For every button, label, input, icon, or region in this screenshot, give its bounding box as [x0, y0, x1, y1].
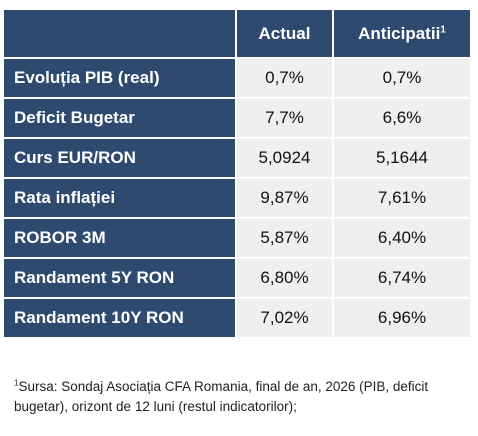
- actual-value: 6,80%: [235, 257, 334, 299]
- indicators-table: Actual Anticipatii1 Evoluția PIB (real) …: [2, 8, 472, 339]
- row-label: Randament 10Y RON: [2, 297, 237, 339]
- actual-value: 7,02%: [235, 297, 334, 339]
- anticipated-value: 0,7%: [332, 57, 472, 99]
- anticipated-value: 6,96%: [332, 297, 472, 339]
- anticipated-value: 7,61%: [332, 177, 472, 219]
- header-actual-label: Actual: [258, 23, 311, 43]
- table-row: Evoluția PIB (real) 0,7% 0,7%: [2, 57, 472, 99]
- row-label: Evoluția PIB (real): [2, 57, 237, 99]
- header-anticipated: Anticipatii1: [332, 8, 472, 59]
- table-row: Randament 10Y RON 7,02% 6,96%: [2, 297, 472, 339]
- row-label: Deficit Bugetar: [2, 97, 237, 139]
- actual-value: 5,87%: [235, 217, 334, 259]
- table-row: Curs EUR/RON 5,0924 5,1644: [2, 137, 472, 179]
- footnote-marker: 1: [14, 378, 19, 388]
- anticipated-value: 6,6%: [332, 97, 472, 139]
- table-row: ROBOR 3M 5,87% 6,40%: [2, 217, 472, 259]
- header-anticipated-label: Anticipatii: [358, 23, 441, 43]
- table-row: Rata inflației 9,87% 7,61%: [2, 177, 472, 219]
- actual-value: 9,87%: [235, 177, 334, 219]
- row-label: ROBOR 3M: [2, 217, 237, 259]
- header-actual: Actual: [235, 8, 334, 59]
- row-label: Curs EUR/RON: [2, 137, 237, 179]
- anticipated-value: 5,1644: [332, 137, 472, 179]
- table-row: Randament 5Y RON 6,80% 6,74%: [2, 257, 472, 299]
- footnote-marker-header: 1: [440, 23, 446, 35]
- anticipated-value: 6,40%: [332, 217, 472, 259]
- actual-value: 0,7%: [235, 57, 334, 99]
- anticipated-value: 6,74%: [332, 257, 472, 299]
- footnote: 1Sursa: Sondaj Asociația CFA Romania, fi…: [14, 377, 454, 417]
- header-empty-cell: [2, 8, 237, 59]
- table-header-row: Actual Anticipatii1: [2, 8, 472, 59]
- row-label: Randament 5Y RON: [2, 257, 237, 299]
- row-label: Rata inflației: [2, 177, 237, 219]
- footnote-text: Sursa: Sondaj Asociația CFA Romania, fin…: [14, 379, 429, 414]
- actual-value: 7,7%: [235, 97, 334, 139]
- table-row: Deficit Bugetar 7,7% 6,6%: [2, 97, 472, 139]
- actual-value: 5,0924: [235, 137, 334, 179]
